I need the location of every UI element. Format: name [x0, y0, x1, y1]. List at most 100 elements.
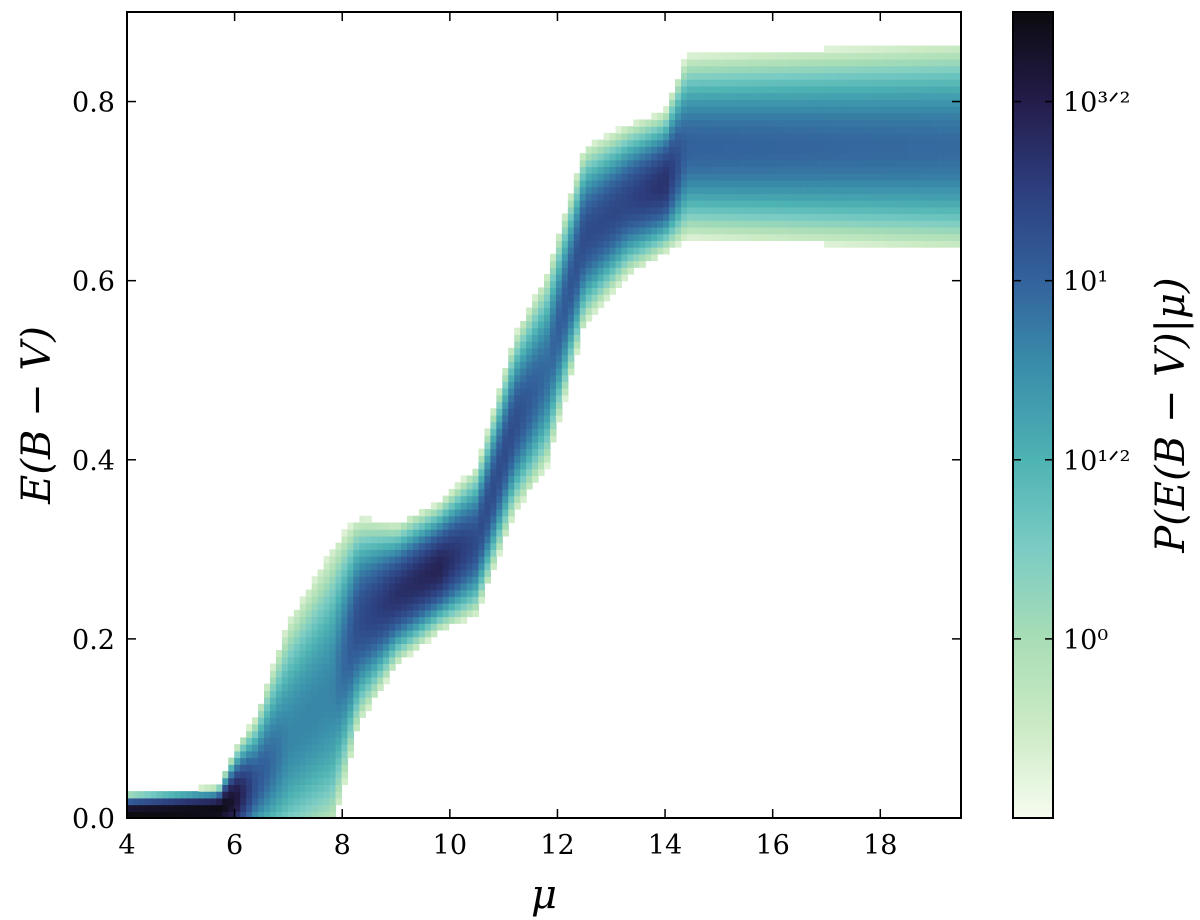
heatmap-cell — [317, 777, 325, 786]
heatmap-cell — [424, 569, 432, 577]
heatmap-cell — [871, 119, 879, 127]
heatmap-cell — [597, 146, 605, 154]
heatmap-cell — [317, 697, 325, 705]
heatmap-cell — [758, 226, 766, 235]
heatmap-cell — [692, 106, 700, 114]
heatmap-cell — [877, 52, 885, 60]
heatmap-cell — [478, 535, 486, 544]
heatmap-cell — [919, 99, 926, 107]
heatmap-cell — [579, 267, 587, 275]
heatmap-cell — [591, 153, 599, 161]
heatmap-cell — [657, 213, 664, 221]
heatmap-cell — [472, 495, 480, 503]
heatmap-cell — [341, 603, 349, 611]
heatmap-cell — [645, 126, 652, 134]
heatmap-cell — [764, 226, 771, 235]
heatmap-cell — [627, 126, 634, 134]
heatmap-cell — [949, 226, 956, 235]
heatmap-cell — [669, 153, 676, 161]
heatmap-cell — [841, 139, 849, 147]
heatmap-cell — [591, 159, 599, 168]
heatmap-cell — [782, 126, 789, 134]
heatmap-cell — [603, 280, 611, 288]
heatmap-cell — [901, 233, 908, 241]
heatmap-cell — [657, 226, 664, 235]
heatmap-cell — [633, 126, 640, 134]
heatmap-cell — [704, 119, 712, 127]
heatmap-cell — [818, 159, 825, 168]
heatmap-cell — [567, 367, 575, 376]
heatmap-cell — [931, 92, 938, 100]
heatmap-cell — [865, 179, 873, 188]
heatmap-cell — [823, 65, 831, 74]
heatmap-cell — [436, 623, 444, 631]
heatmap-cell — [925, 233, 932, 241]
heatmap-cell — [812, 132, 819, 141]
heatmap-cell — [931, 72, 938, 80]
heatmap-cell — [281, 784, 289, 792]
heatmap-cell — [716, 193, 724, 201]
heatmap-cell — [287, 636, 295, 644]
heatmap-cell — [406, 522, 414, 530]
heatmap-cell — [567, 200, 575, 208]
heatmap-cell — [597, 173, 605, 181]
heatmap-cell — [812, 119, 819, 127]
heatmap-cell — [353, 623, 360, 631]
heatmap-cell — [234, 804, 241, 812]
heatmap-cell — [859, 240, 867, 248]
heatmap-cell — [853, 206, 861, 215]
heatmap-cell — [323, 791, 331, 799]
heatmap-cell — [871, 206, 879, 215]
heatmap-cell — [686, 220, 694, 228]
heatmap-cell — [347, 703, 354, 712]
heatmap-cell — [949, 220, 956, 228]
heatmap-cell — [847, 159, 855, 168]
heatmap-cell — [686, 173, 694, 181]
heatmap-cell — [341, 535, 349, 544]
heatmap-cell — [740, 213, 748, 221]
heatmap-cell — [663, 233, 670, 241]
heatmap-cell — [823, 52, 831, 60]
heatmap-cell — [931, 193, 938, 201]
heatmap-cell — [716, 186, 724, 194]
heatmap-cell — [144, 797, 152, 806]
heatmap-cell — [907, 193, 914, 201]
heatmap-cell — [871, 45, 879, 53]
heatmap-cell — [567, 233, 575, 241]
heatmap-cell — [544, 394, 551, 403]
heatmap-cell — [603, 226, 611, 235]
heatmap-cell — [829, 139, 837, 147]
heatmap-cell — [538, 320, 545, 329]
heatmap-cell — [389, 623, 396, 631]
heatmap-cell — [490, 556, 497, 564]
heatmap-cell — [931, 139, 938, 147]
heatmap-cell — [776, 159, 783, 168]
heatmap-cell — [871, 146, 879, 154]
heatmap-cell — [955, 92, 961, 100]
heatmap-cell — [704, 173, 712, 181]
heatmap-cell — [609, 146, 617, 154]
heatmap-cell — [347, 636, 354, 644]
heatmap-cell — [907, 85, 914, 94]
heatmap-cell — [633, 206, 640, 215]
heatmap-cell — [204, 804, 211, 812]
heatmap-cell — [538, 334, 545, 342]
heatmap-cell — [293, 683, 301, 691]
heatmap-cell — [448, 589, 456, 597]
heatmap-cell — [573, 334, 581, 342]
heatmap-cell — [913, 206, 920, 215]
heatmap-cell — [919, 146, 926, 154]
heatmap-cell — [281, 730, 289, 738]
heatmap-cell — [669, 132, 676, 141]
heatmap-cell — [716, 139, 724, 147]
heatmap-cell — [621, 200, 628, 208]
heatmap-cell — [746, 59, 754, 67]
heatmap-cell — [871, 173, 879, 181]
heatmap-cell — [514, 401, 521, 409]
heatmap-cell — [264, 717, 271, 725]
heatmap-cell — [609, 193, 617, 201]
heatmap-cell — [847, 146, 855, 154]
heatmap-cell — [800, 213, 807, 221]
heatmap-cell — [657, 220, 664, 228]
heatmap-cell — [383, 549, 390, 557]
